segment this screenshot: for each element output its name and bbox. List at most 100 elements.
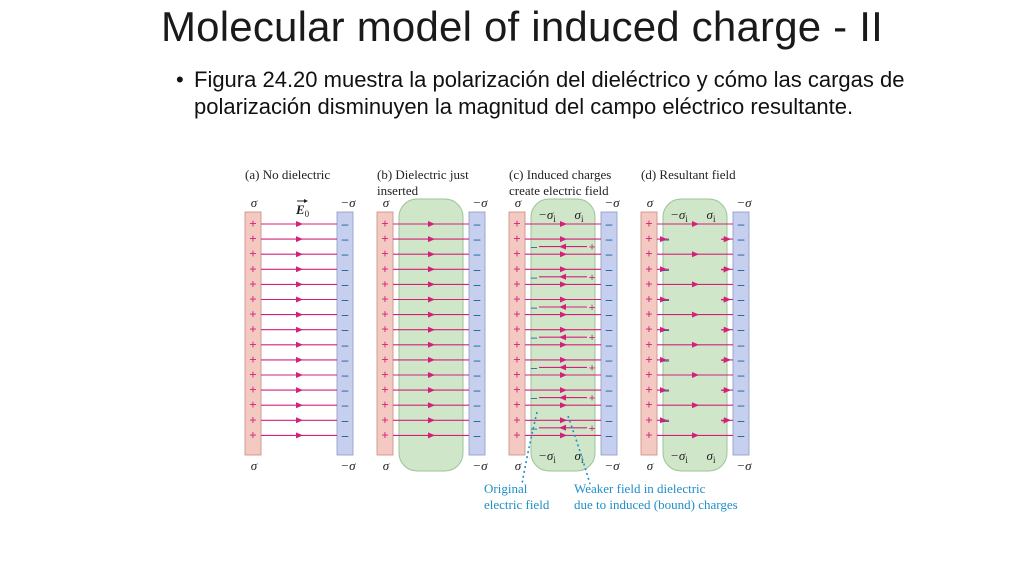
plate-minus-sign: – xyxy=(605,292,613,307)
plate-plus-sign: + xyxy=(249,337,256,352)
field-line-short-right-arrowhead xyxy=(724,417,731,424)
plate-plus-sign: + xyxy=(249,367,256,382)
minus-sigma-i-top: −σi xyxy=(670,207,688,224)
plate-minus-sign: – xyxy=(473,352,481,367)
plate-plus-sign: + xyxy=(513,231,520,246)
plate-plus-sign: + xyxy=(645,307,652,322)
sigma-i-top: σi xyxy=(575,207,584,224)
annotation-original-line2: electric field xyxy=(484,497,550,512)
plate-plus-sign: + xyxy=(645,261,652,276)
plate-minus-sign: – xyxy=(341,397,349,412)
plate-minus-sign: – xyxy=(605,352,613,367)
plate-minus-sign: – xyxy=(737,216,745,231)
plate-plus-sign: + xyxy=(513,337,520,352)
sigma-label-top: σ xyxy=(647,195,654,210)
induced-minus-sign: – xyxy=(530,270,538,284)
field-line-arrowhead xyxy=(428,236,435,243)
plate-minus-sign: – xyxy=(737,397,745,412)
plate-minus-sign: – xyxy=(341,307,349,322)
field-line-arrowhead xyxy=(428,266,435,273)
field-line-short-right-arrowhead xyxy=(724,356,731,363)
minus-sigma-label-bottom: −σ xyxy=(604,458,620,473)
field-line-arrowhead xyxy=(428,311,435,318)
plate-minus-sign: – xyxy=(737,292,745,307)
positive-plate xyxy=(508,211,526,456)
sigma-label-bottom: σ xyxy=(251,458,258,473)
plate-plus-sign: + xyxy=(513,216,520,231)
field-line-arrowhead xyxy=(560,311,567,318)
plate-plus-sign: + xyxy=(381,276,388,291)
induced-field-line-arrowhead xyxy=(559,394,566,401)
plate-plus-sign: + xyxy=(381,216,388,231)
field-line-arrowhead xyxy=(428,296,435,303)
induced-minus-sign: – xyxy=(662,232,670,246)
field-line-arrowhead xyxy=(296,236,303,243)
plate-plus-sign: + xyxy=(645,276,652,291)
bullet-dot: • xyxy=(176,67,184,92)
plate-plus-sign: + xyxy=(249,216,256,231)
field-line-arrowhead xyxy=(428,387,435,394)
plate-plus-sign: + xyxy=(645,231,652,246)
plate-plus-sign: + xyxy=(381,322,388,337)
negative-plate xyxy=(468,211,486,456)
plate-minus-sign: – xyxy=(341,292,349,307)
minus-sigma-label-bottom: −σ xyxy=(340,458,356,473)
plate-plus-sign: + xyxy=(249,412,256,427)
field-line-arrowhead xyxy=(560,266,567,273)
induced-plus-sign: + xyxy=(721,262,728,276)
induced-plus-sign: + xyxy=(589,240,596,254)
field-line-arrowhead xyxy=(692,341,699,348)
plate-minus-sign: – xyxy=(737,337,745,352)
plate-minus-sign: – xyxy=(737,382,745,397)
induced-minus-sign: – xyxy=(530,300,538,314)
plate-minus-sign: – xyxy=(341,246,349,261)
field-line-short-right-arrowhead xyxy=(724,266,731,273)
field-line-arrowhead xyxy=(428,356,435,363)
field-line-arrowhead xyxy=(296,432,303,439)
plate-plus-sign: + xyxy=(381,261,388,276)
field-line-short-left-arrowhead xyxy=(660,356,667,363)
field-line-arrowhead xyxy=(560,236,567,243)
minus-sigma-i-bottom: −σi xyxy=(538,448,556,465)
induced-field-line-arrowhead xyxy=(559,304,566,310)
field-line-arrowhead xyxy=(296,417,303,424)
plate-minus-sign: – xyxy=(341,427,349,442)
field-line-arrowhead xyxy=(296,311,303,318)
plate-plus-sign: + xyxy=(381,231,388,246)
plate-plus-sign: + xyxy=(381,292,388,307)
field-line-arrowhead xyxy=(296,266,303,273)
field-line-arrowhead xyxy=(560,221,567,227)
plate-minus-sign: – xyxy=(473,337,481,352)
field-line-arrowhead xyxy=(428,432,435,439)
plate-minus-sign: – xyxy=(737,352,745,367)
induced-plus-sign: + xyxy=(589,330,596,344)
original-field-pointer xyxy=(521,411,538,485)
plate-minus-sign: – xyxy=(605,216,613,231)
minus-sigma-label-top: −σ xyxy=(736,195,752,210)
field-line-arrowhead xyxy=(560,296,567,303)
dielectric-slab xyxy=(398,198,464,472)
plate-minus-sign: – xyxy=(341,337,349,352)
plate-plus-sign: + xyxy=(249,427,256,442)
sigma-i-top: σi xyxy=(707,207,716,224)
plate-minus-sign: – xyxy=(341,276,349,291)
induced-minus-sign: – xyxy=(530,391,538,405)
field-line-short-right-arrowhead xyxy=(724,296,731,303)
field-line-arrowhead xyxy=(692,372,699,378)
plate-plus-sign: + xyxy=(381,352,388,367)
field-line-arrowhead xyxy=(296,281,303,288)
negative-plate xyxy=(732,211,750,456)
weaker-field-pointer xyxy=(567,415,591,485)
field-line-arrowhead xyxy=(296,372,303,378)
plate-minus-sign: – xyxy=(473,292,481,307)
field-line-arrowhead xyxy=(428,341,435,348)
field-line-arrowhead xyxy=(296,402,303,409)
plate-minus-sign: – xyxy=(473,367,481,382)
plate-plus-sign: + xyxy=(513,412,520,427)
plate-minus-sign: – xyxy=(341,412,349,427)
plate-plus-sign: + xyxy=(249,352,256,367)
field-line-short-left-arrowhead xyxy=(660,326,667,333)
field-line-arrowhead xyxy=(296,296,303,303)
plate-plus-sign: + xyxy=(249,261,256,276)
field-line-arrowhead xyxy=(560,251,567,258)
